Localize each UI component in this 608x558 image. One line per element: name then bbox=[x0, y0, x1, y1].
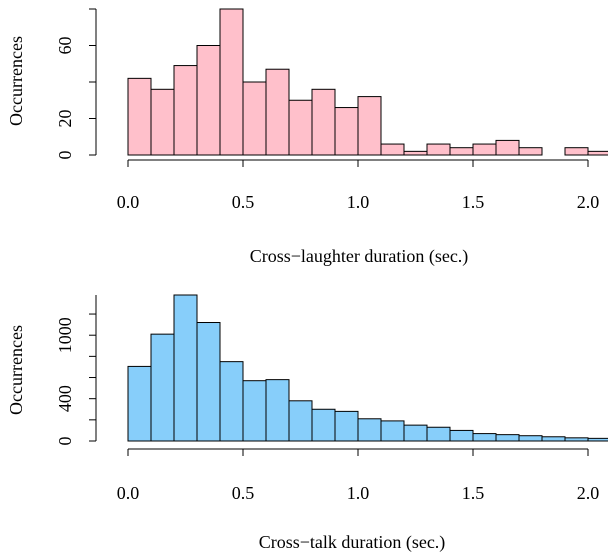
histogram-bar bbox=[242, 81, 267, 156]
histogram-bar bbox=[357, 418, 382, 442]
x-tick-label: 0.5 bbox=[232, 483, 255, 503]
histogram-bar bbox=[564, 147, 589, 156]
histogram-bar bbox=[449, 429, 474, 442]
x-tick-label: 0.0 bbox=[117, 192, 140, 212]
x-tick-label: 0.0 bbox=[117, 483, 140, 503]
talk-y-axis: 0 400 1000 bbox=[55, 295, 97, 446]
histogram-bar bbox=[426, 143, 451, 156]
histogram-bar bbox=[288, 400, 313, 442]
histogram-bar bbox=[127, 365, 152, 442]
histogram-bar bbox=[587, 437, 608, 442]
histogram-bar bbox=[541, 436, 566, 442]
histogram-bar bbox=[127, 77, 152, 156]
y-tick-label: 0 bbox=[55, 151, 75, 160]
histogram-bar bbox=[426, 426, 451, 442]
histogram-bar bbox=[265, 379, 290, 442]
laughter-histogram: 0.0 0.5 1.0 1.5 2.0 0 20 60 Cross−laughter dur… bbox=[6, 8, 608, 267]
talk-bars bbox=[127, 294, 608, 442]
talk-histogram: 0.0 0.5 1.0 1.5 2.0 0 400 1000 Cross−talk dura… bbox=[6, 294, 608, 553]
laughter-x-axis: 0.0 0.5 1.0 1.5 2.0 bbox=[117, 159, 600, 212]
histogram-bar bbox=[518, 435, 543, 442]
histogram-bar bbox=[150, 88, 175, 156]
y-tick-label: 0 bbox=[55, 437, 75, 446]
histogram-bar bbox=[518, 147, 543, 156]
histogram-bar bbox=[403, 424, 428, 442]
x-tick-label: 2.0 bbox=[577, 192, 600, 212]
x-tick-label: 1.5 bbox=[462, 192, 485, 212]
histogram-bar bbox=[564, 437, 589, 442]
y-tick-label: 60 bbox=[55, 37, 75, 55]
histogram-bar bbox=[495, 139, 520, 156]
histogram-bar bbox=[265, 68, 290, 156]
x-tick-label: 1.0 bbox=[347, 192, 370, 212]
histogram-bar bbox=[219, 361, 244, 442]
histogram-bar bbox=[472, 433, 497, 442]
y-tick-label: 1000 bbox=[55, 317, 75, 353]
histogram-bar bbox=[334, 410, 359, 442]
laughter-y-axis: 0 20 60 bbox=[55, 8, 97, 160]
histogram-bar bbox=[380, 420, 405, 442]
histogram-bar bbox=[219, 8, 244, 156]
histogram-bar bbox=[449, 147, 474, 156]
talk-x-axis-title: Cross−talk duration (sec.) bbox=[259, 532, 446, 553]
histogram-bar bbox=[587, 150, 608, 156]
x-tick-label: 0.5 bbox=[232, 192, 255, 212]
histogram-bar bbox=[173, 65, 198, 156]
histogram-bar bbox=[242, 380, 267, 442]
histogram-bar bbox=[288, 99, 313, 156]
histogram-bar bbox=[403, 150, 428, 156]
y-tick-label: 400 bbox=[55, 385, 75, 412]
x-tick-label: 1.5 bbox=[462, 483, 485, 503]
histogram-bar bbox=[380, 143, 405, 156]
histogram-bar bbox=[357, 96, 382, 156]
x-tick-label: 1.0 bbox=[347, 483, 370, 503]
histogram-bar bbox=[472, 143, 497, 156]
y-tick-label: 20 bbox=[55, 110, 75, 128]
histogram-bar bbox=[334, 107, 359, 156]
laughter-bars bbox=[127, 8, 608, 156]
x-tick-label: 2.0 bbox=[577, 483, 600, 503]
talk-y-axis-title: Occurrences bbox=[6, 325, 26, 415]
histogram-bar bbox=[311, 408, 336, 442]
laughter-x-axis-title: Cross−laughter duration (sec.) bbox=[250, 246, 469, 267]
talk-x-axis: 0.0 0.5 1.0 1.5 2.0 bbox=[117, 448, 600, 503]
histogram-bar bbox=[150, 333, 175, 442]
histogram-bar bbox=[196, 45, 221, 156]
laughter-y-axis-title: Occurrences bbox=[6, 36, 26, 126]
histogram-bar bbox=[196, 322, 221, 442]
histogram-bar bbox=[311, 88, 336, 156]
histogram-bar bbox=[173, 294, 198, 442]
histogram-bar bbox=[495, 434, 520, 442]
